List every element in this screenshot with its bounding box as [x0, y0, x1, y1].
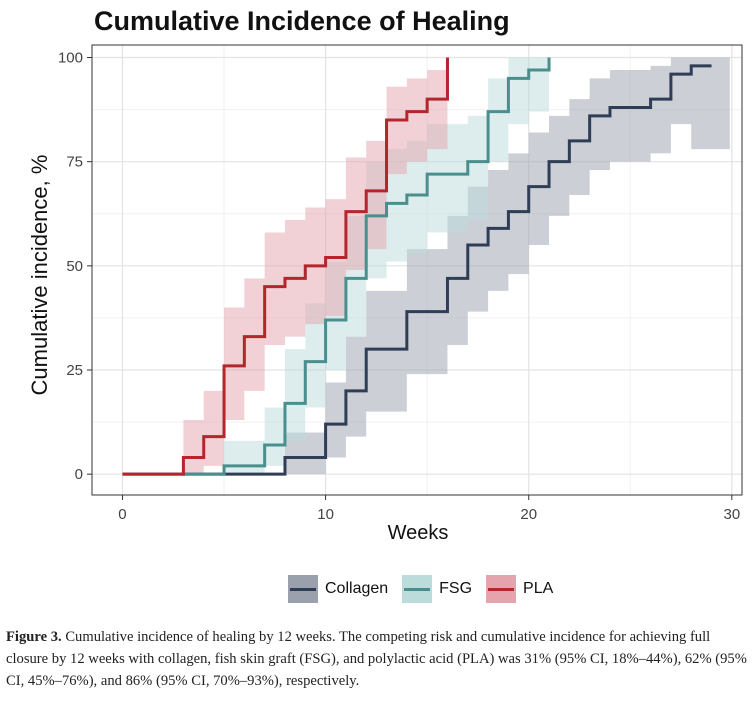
x-tick-label: 0 — [118, 506, 126, 523]
chart-title: Cumulative Incidence of Healing — [94, 6, 510, 36]
collagen-step-line — [122, 64, 712, 476]
y-tick-label: 75 — [66, 154, 83, 171]
y-tick-label: 0 — [75, 466, 83, 483]
x-axis-label: Weeks — [387, 522, 449, 544]
y-tick-label: 50 — [66, 258, 83, 275]
legend-label-collagen: Collagen — [325, 580, 389, 597]
x-tick-label: 10 — [317, 506, 334, 523]
axes: 0 10 20 30 0 25 50 75 100 — [58, 44, 743, 523]
collagen-confidence-band — [122, 57, 730, 475]
legend-item-fsg: FSG — [402, 575, 472, 603]
x-tick-label: 20 — [520, 506, 537, 523]
y-tick-label: 25 — [66, 362, 83, 379]
plot-area: 0 10 20 30 0 25 50 75 100 — [58, 44, 743, 523]
legend-item-pla: PLA — [486, 575, 553, 603]
x-tick-label: 30 — [724, 506, 741, 523]
legend-line-swatch — [290, 588, 316, 591]
legend-key-collagen — [288, 575, 318, 603]
legend-item-collagen: Collagen — [288, 575, 388, 603]
legend: Collagen FSG PLA — [288, 575, 553, 603]
figure-caption: Figure 3. Cumulative incidence of healin… — [6, 626, 748, 692]
pla-confidence-band — [122, 57, 466, 475]
caption-text: Cumulative incidence of healing by 12 we… — [6, 629, 747, 689]
legend-key-fsg — [402, 575, 433, 603]
y-axis-label: Cumulative incidence, % — [27, 154, 52, 396]
y-tick-label: 100 — [58, 50, 83, 67]
legend-label-pla: PLA — [523, 580, 554, 597]
legend-line-swatch — [404, 588, 431, 591]
caption-label: Figure 3. — [6, 629, 62, 645]
legend-key-pla — [486, 575, 517, 603]
legend-label-fsg: FSG — [439, 580, 473, 597]
pla-step-line — [122, 57, 449, 476]
series-lines — [122, 57, 712, 476]
fsg-step-line — [183, 57, 551, 476]
legend-line-swatch — [488, 588, 515, 591]
plot-border — [91, 44, 743, 496]
